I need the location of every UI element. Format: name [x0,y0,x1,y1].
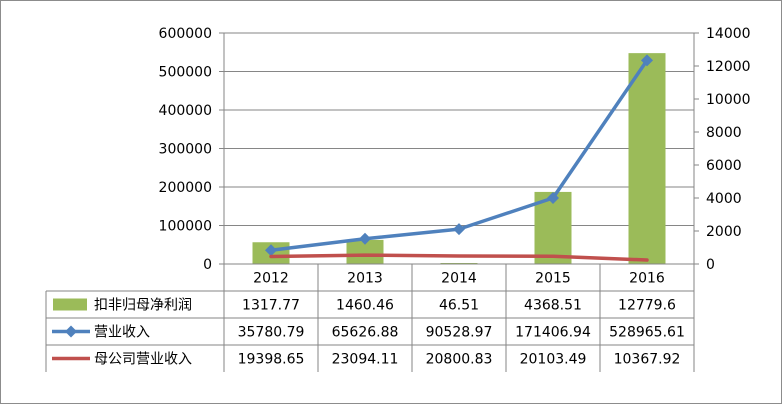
right-axis-tick-label: 2000 [706,224,742,240]
category-label: 2016 [629,271,665,287]
category-label: 2013 [347,271,383,287]
left-axis-tick-label: 500000 [159,65,212,81]
axes: 0 100000 200000 300000 400000 500000 600000 0 20… [159,26,751,372]
left-axis-tick-label: 0 [203,257,212,273]
line-series [265,54,653,262]
point-2012 [265,244,277,257]
legend-key-marker [65,325,77,338]
left-axis-tick-label: 400000 [159,103,212,119]
bar-2016 [628,53,666,265]
right-axis-tick-label: 4000 [706,191,742,207]
table-value: 4368.51 [524,298,582,314]
left-axis-tick-label: 600000 [159,26,212,42]
point-2014 [453,223,465,236]
point-2016 [641,54,653,67]
table-value: 12779.6 [618,298,676,314]
table-value: 10367.92 [614,352,681,368]
right-axis-tick-label: 6000 [706,158,742,174]
right-axis-tick-label: 14000 [706,26,751,42]
right-axis-tick-label: 10000 [706,92,751,108]
table-value: 23094.11 [332,352,399,368]
table-value: 65626.88 [332,325,399,341]
table-value: 20800.83 [426,352,493,368]
series-line-2 [269,253,649,262]
right-axis-tick-label: 8000 [706,125,742,141]
left-axis-tick-label: 100000 [159,219,212,235]
table-value: 1317.77 [242,298,300,314]
series-name: 母公司营业收入 [94,352,192,368]
table-value: 171406.94 [515,325,591,341]
table-value: 46.51 [439,298,479,314]
category-label: 2012 [253,271,289,287]
table-value: 20103.49 [520,352,587,368]
table-value: 19398.65 [238,352,305,368]
series-name: 扣非归母净利润 [94,297,192,314]
category-label: 2015 [535,271,571,287]
legend-key-bar [53,298,87,311]
point-2013 [359,232,371,245]
table-value: 1460.46 [336,298,394,314]
left-axis-tick-label: 200000 [159,180,212,196]
category-label: 2014 [441,271,477,287]
point-2015 [547,192,559,205]
right-axis-tick-label: 0 [706,257,715,273]
table-value: 90528.97 [426,325,493,341]
left-axis-tick-label: 300000 [159,142,212,158]
gridlines [224,32,694,226]
right-axis-tick-label: 12000 [706,59,751,75]
series-name: 营业收入 [94,325,150,341]
table-value: 528965.61 [609,325,685,341]
data-table: 2012 2013 2014 2015 2016 扣非归母净利润 1317.77 1460.4… [45,263,694,372]
table-value: 35780.79 [238,325,305,341]
